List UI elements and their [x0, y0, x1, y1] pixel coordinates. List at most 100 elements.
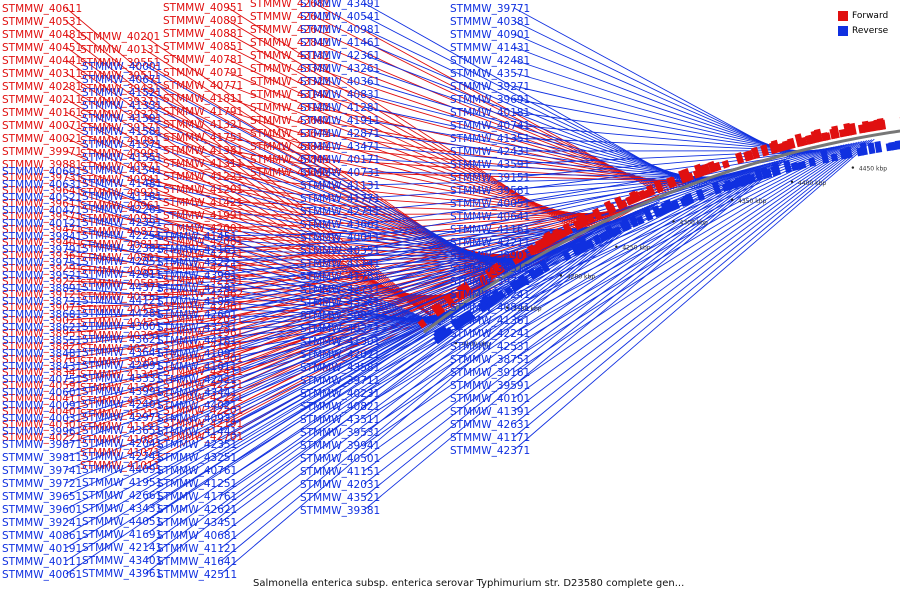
forward-gene-label[interactable]: STMMW_39221	[2, 276, 82, 288]
reverse-gene-label[interactable]: STMMW_40901	[450, 29, 530, 41]
reverse-gene-label[interactable]: STMMW_40601	[2, 387, 82, 399]
forward-gene-label[interactable]: STMMW_39511	[80, 70, 160, 82]
reverse-gene-label[interactable]: STMMW_43661	[300, 219, 380, 231]
reverse-gene-label[interactable]: STMMW_39791	[2, 244, 82, 256]
reverse-gene-label[interactable]: STMMW_43511	[300, 414, 380, 426]
reverse-gene-label[interactable]: STMMW_43621	[82, 334, 162, 346]
reverse-gene-label[interactable]: STMMW_40671	[82, 74, 162, 86]
forward-gene-label[interactable]: STMMW_40421	[80, 317, 160, 329]
reverse-gene-label[interactable]: STMMW_43451	[157, 517, 237, 529]
reverse-gene-label[interactable]: STMMW_40731	[300, 167, 380, 179]
reverse-gene-label[interactable]: STMMW_43431	[82, 503, 162, 515]
forward-gene-label[interactable]: STMMW_40211	[2, 94, 82, 106]
reverse-gene-label[interactable]: STMMW_42511	[157, 569, 237, 581]
reverse-gene-label[interactable]: STMMW_39271	[450, 81, 530, 93]
reverse-gene-label[interactable]: STMMW_41351	[450, 133, 530, 145]
reverse-gene-label[interactable]: STMMW_38731	[2, 296, 82, 308]
reverse-gene-label[interactable]: STMMW_40501	[300, 453, 380, 465]
reverse-gene-label[interactable]: STMMW_39841	[2, 231, 82, 243]
forward-gene-label[interactable]: STMMW_40771	[163, 80, 243, 92]
reverse-gene-label[interactable]: STMMW_40381	[450, 16, 530, 28]
reverse-gene-label[interactable]: STMMW_42481	[450, 55, 530, 67]
reverse-gene-label[interactable]: STMMW_39721	[2, 478, 82, 490]
forward-gene-label[interactable]: STMMW_43371	[250, 63, 330, 75]
forward-gene-label[interactable]: STMMW_42062	[163, 288, 243, 300]
forward-gene-label[interactable]: STMMW_41081	[80, 434, 160, 446]
reverse-gene-label[interactable]: STMMW_41171	[450, 432, 530, 444]
reverse-gene-label[interactable]: STMMW_39751	[2, 257, 82, 269]
forward-gene-label[interactable]: STMMW_40411	[2, 393, 82, 405]
forward-gene-label[interactable]: STMMW_40961	[80, 200, 160, 212]
reverse-gene-label[interactable]: STMMW_39961	[2, 426, 82, 438]
reverse-gene-label[interactable]: STMMW_44121	[82, 295, 162, 307]
forward-gene-label[interactable]: STMMW_42681	[250, 0, 330, 10]
forward-gene-label[interactable]: STMMW_40591	[2, 380, 82, 392]
reverse-gene-label[interactable]: STMMW_43331	[82, 373, 162, 385]
forward-gene-label[interactable]: STMMW_40281	[2, 81, 82, 93]
forward-gene-label[interactable]: STMMW_40921	[80, 187, 160, 199]
reverse-gene-label[interactable]: STMMW_41251	[157, 478, 237, 490]
forward-gene-label[interactable]: STMMW_43321	[250, 76, 330, 88]
forward-gene-label[interactable]: STMMW_42611	[250, 11, 330, 23]
forward-gene-label[interactable]: STMMW_40451	[2, 42, 82, 54]
reverse-gene-label[interactable]: STMMW_42041	[82, 438, 162, 450]
forward-gene-label[interactable]: STMMW_43801	[250, 154, 330, 166]
forward-gene-label[interactable]: STMMW_40161	[2, 107, 82, 119]
reverse-gene-label[interactable]: STMMW_39601	[2, 504, 82, 516]
reverse-gene-label[interactable]: STMMW_41461	[300, 37, 380, 49]
reverse-gene-label[interactable]: STMMW_40181	[450, 107, 530, 119]
reverse-gene-label[interactable]: STMMW_38891	[2, 283, 82, 295]
reverse-gene-label[interactable]: STMMW_43581	[300, 362, 380, 374]
forward-gene-label[interactable]: STMMW_42221	[163, 392, 243, 404]
forward-gene-label[interactable]: STMMW_43681	[250, 115, 330, 127]
forward-gene-label[interactable]: STMMW_41011	[80, 460, 160, 472]
forward-gene-label[interactable]: STMMW_40531	[2, 16, 82, 28]
forward-gene-label[interactable]: STMMW_39121	[2, 289, 82, 301]
forward-gene-label[interactable]: STMMW_40581	[80, 278, 160, 290]
reverse-gene-label[interactable]: STMMW_40981	[300, 24, 380, 36]
reverse-gene-label[interactable]: STMMW_44021	[157, 400, 237, 412]
reverse-gene-label[interactable]: STMMW_44181	[157, 335, 237, 347]
forward-gene-label[interactable]: STMMW_39901	[80, 356, 160, 368]
forward-gene-label[interactable]: STMMW_39641	[2, 185, 82, 197]
forward-gene-label[interactable]: STMMW_42191	[163, 418, 243, 430]
reverse-gene-label[interactable]: STMMW_41161	[450, 224, 530, 236]
reverse-gene-label[interactable]: STMMW_40091	[2, 400, 82, 412]
reverse-gene-label[interactable]: STMMW_38751	[450, 354, 530, 366]
reverse-gene-label[interactable]: STMMW_41301	[300, 336, 380, 348]
forward-gene-label[interactable]: STMMW_41071	[80, 447, 160, 459]
forward-gene-label[interactable]: STMMW_42411	[163, 366, 243, 378]
forward-gene-label[interactable]: STMMW_43131	[250, 50, 330, 62]
reverse-gene-label[interactable]: STMMW_42631	[450, 419, 530, 431]
reverse-gene-label[interactable]: STMMW_42361	[300, 50, 380, 62]
reverse-gene-label[interactable]: STMMW_43401	[82, 555, 162, 567]
forward-gene-label[interactable]: STMMW_40971	[80, 161, 160, 173]
forward-gene-label[interactable]: STMMW_40951	[163, 2, 243, 14]
reverse-gene-label[interactable]: STMMW_41611	[157, 361, 237, 373]
forward-gene-label[interactable]: STMMW_40791	[163, 67, 243, 79]
reverse-gene-label[interactable]: STMMW_39521	[2, 270, 82, 282]
forward-gene-label[interactable]: STMMW_40851	[163, 41, 243, 53]
forward-gene-label[interactable]: STMMW_42001	[163, 223, 243, 235]
reverse-gene-label[interactable]: STMMW_39701	[450, 276, 530, 288]
reverse-gene-label[interactable]: STMMW_39771	[450, 3, 530, 15]
reverse-gene-label[interactable]: STMMW_41571	[82, 139, 162, 151]
forward-gene-label[interactable]: STMMW_41231	[80, 395, 160, 407]
forward-gene-label[interactable]: STMMW_42231	[163, 379, 243, 391]
reverse-gene-label[interactable]: STMMW_41551	[82, 152, 162, 164]
reverse-gene-label[interactable]: STMMW_41911	[300, 115, 380, 127]
forward-gene-label[interactable]: STMMW_42051	[163, 314, 243, 326]
forward-gene-label[interactable]: STMMW_40801	[80, 252, 160, 264]
forward-gene-label[interactable]: STMMW_39731	[2, 172, 82, 184]
reverse-gene-label[interactable]: STMMW_40691	[2, 166, 82, 178]
reverse-gene-label[interactable]: STMMW_40741	[450, 120, 530, 132]
reverse-gene-label[interactable]: STMMW_41291	[157, 283, 237, 295]
reverse-gene-label[interactable]: STMMW_43961	[82, 568, 162, 580]
reverse-gene-label[interactable]: STMMW_41091	[157, 348, 237, 360]
forward-gene-label[interactable]: STMMW_43141	[250, 89, 330, 101]
reverse-gene-label[interactable]: STMMW_41591	[82, 113, 162, 125]
forward-gene-label[interactable]: STMMW_42061	[163, 301, 243, 313]
reverse-gene-label[interactable]: STMMW_40121	[2, 218, 82, 230]
reverse-gene-label[interactable]: STMMW_42531	[450, 341, 530, 353]
forward-gene-label[interactable]: STMMW_43831	[250, 141, 330, 153]
